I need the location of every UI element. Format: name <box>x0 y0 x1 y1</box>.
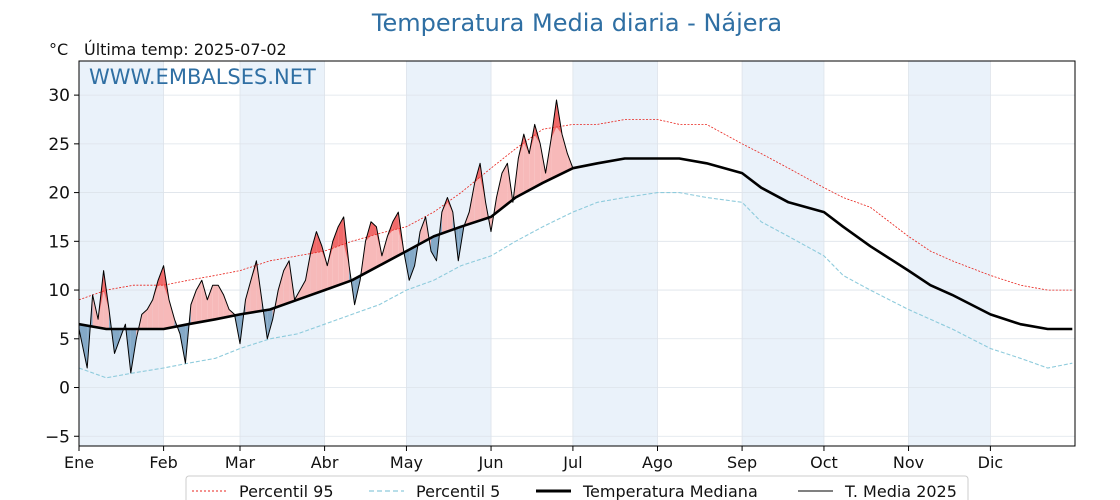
watermark: WWW.EMBALSES.NET <box>89 65 316 89</box>
anomaly-fill <box>469 182 475 224</box>
month-band <box>406 61 492 446</box>
anomaly-fill <box>447 197 453 232</box>
x-tick-label: Dic <box>978 453 1004 472</box>
anomaly-fill <box>283 260 290 305</box>
anomaly-fill <box>327 241 333 290</box>
anomaly-fill <box>305 251 311 297</box>
anomaly-fill <box>502 163 508 209</box>
x-tick-label: Oct <box>810 453 838 472</box>
plot-frame <box>78 60 1076 447</box>
legend-label-p95: Percentil 95 <box>239 482 334 500</box>
x-tick-label: Sep <box>727 453 757 472</box>
x-tick-label: Abr <box>311 453 339 472</box>
extreme-fill <box>316 231 322 253</box>
x-tick-label: Jun <box>478 453 504 472</box>
anomaly-fill <box>381 236 388 265</box>
anomaly-fill <box>436 212 442 261</box>
anomaly-fill <box>518 134 524 196</box>
anomaly-fill <box>207 285 213 321</box>
anomaly-fill <box>321 246 328 291</box>
y-tick-label: 25 <box>48 135 70 155</box>
unit-label: °C <box>49 40 68 59</box>
series-line-p5 <box>79 192 1073 379</box>
anomaly-fill <box>562 134 568 174</box>
extreme-fill <box>338 216 344 247</box>
anomaly-fill <box>431 235 437 261</box>
extreme-fill <box>371 221 377 236</box>
legend-box <box>185 475 969 500</box>
legend-label-t2025: T. Media 2025 <box>844 482 957 500</box>
series-line-t2025 <box>79 99 574 374</box>
extreme-fill <box>332 226 339 249</box>
anomaly-fill <box>196 280 202 323</box>
x-tick-label: Ago <box>642 453 673 472</box>
x-tick-label: Nov <box>893 453 924 472</box>
anomaly-fill <box>212 285 219 320</box>
anomaly-fill <box>409 246 415 281</box>
y-tick-label: 30 <box>48 86 70 106</box>
y-tick-label: 0 <box>59 379 70 399</box>
x-tick-label: Feb <box>149 453 177 472</box>
anomaly-fill <box>420 216 426 244</box>
anomaly-fill <box>250 260 257 313</box>
y-tick-label: 20 <box>48 184 70 204</box>
x-tick-label: Ene <box>64 453 94 472</box>
anomaly-fill <box>496 173 502 213</box>
anomaly-fill <box>169 299 175 328</box>
x-tick-label: Jul <box>562 453 582 472</box>
legend-label-p5: Percentil 5 <box>416 482 500 500</box>
legend: Percentil 95 Percentil 5 Temperatura Med… <box>185 475 969 500</box>
month-band <box>908 61 991 446</box>
anomaly-fill <box>114 329 120 354</box>
anomaly-fill <box>278 270 284 307</box>
extreme-fill <box>392 212 399 231</box>
anomaly-fill <box>218 285 224 319</box>
month-band <box>572 61 658 446</box>
anomaly-fill <box>529 124 535 191</box>
anomaly-fill <box>223 294 230 318</box>
y-tick-label: −5 <box>45 427 70 447</box>
anomaly-fill <box>190 290 197 324</box>
anomaly-fill <box>267 308 273 339</box>
y-tick-label: 5 <box>59 330 70 350</box>
plot-area: −5 0 5 10 15 20 25 30 Ene Feb Mar Abr May Jun Jul Ago Se… <box>45 60 1076 472</box>
y-tick-label: 15 <box>48 232 70 252</box>
month-band <box>742 61 824 446</box>
anomaly-fill <box>441 197 448 234</box>
anomaly-fill <box>540 143 546 185</box>
anomaly-fill <box>201 280 208 322</box>
anomaly-fill <box>245 280 251 314</box>
month-band <box>79 61 164 446</box>
x-tick-label: May <box>390 453 423 472</box>
anomaly-fill <box>300 280 306 299</box>
chart-title: Temperatura Media diaria - Nájera <box>371 9 782 37</box>
last-temp-label: Última temp: 2025-07-02 <box>84 40 287 59</box>
anomaly-fill <box>152 280 159 329</box>
legend-label-median: Temperatura Mediana <box>582 482 758 500</box>
x-tick-label: Mar <box>225 453 256 472</box>
y-tick-label: 10 <box>48 281 70 301</box>
anomaly-fill <box>141 309 148 329</box>
